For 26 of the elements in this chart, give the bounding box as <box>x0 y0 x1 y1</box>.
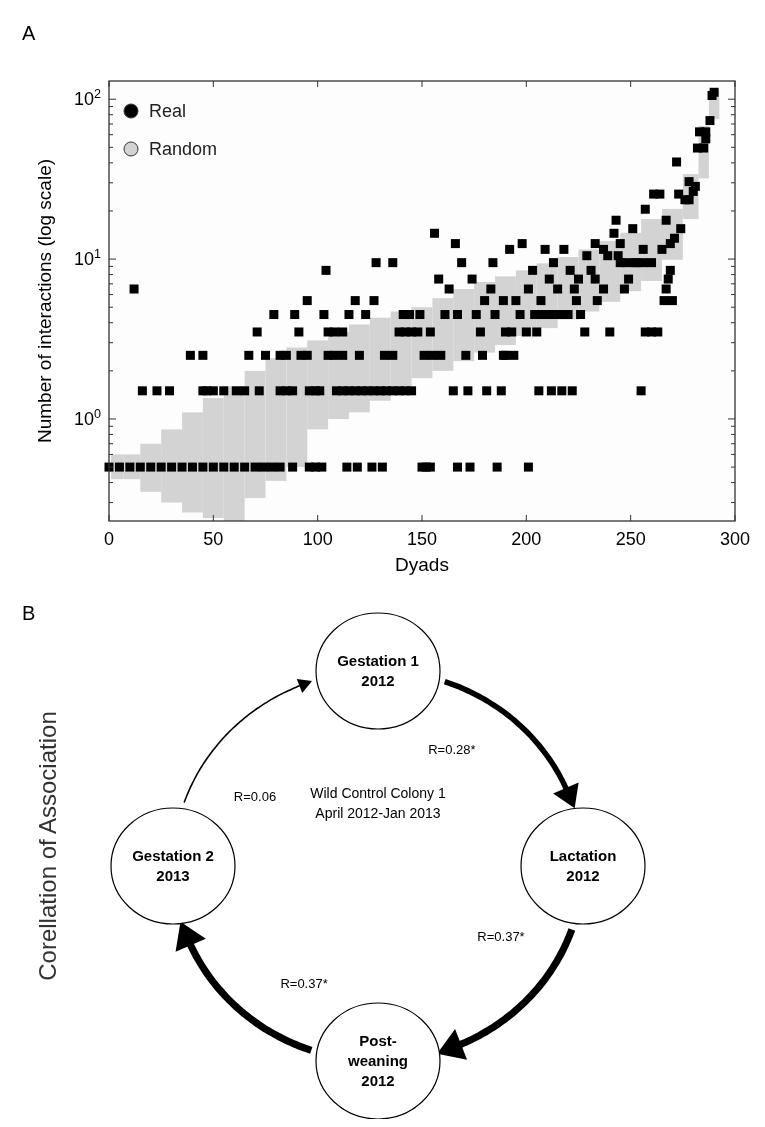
data-label: R=0.28* <box>428 742 476 757</box>
y-tick-label: 10$^{2}$ <box>73 87 101 110</box>
x-axis-title: Dyads <box>395 554 449 575</box>
category-label: Post- weaning 2012 <box>346 1032 409 1089</box>
y-tick-label: 10$^{1}$ <box>73 247 101 270</box>
category-label: Gestation 2 2013 <box>132 847 214 884</box>
x-tick-label: 250 <box>615 529 646 549</box>
x-tick-label: 300 <box>719 529 751 549</box>
x-tick-label: 150 <box>406 529 438 549</box>
chart-title: A <box>22 22 36 44</box>
text: Corellation of Association <box>34 711 61 981</box>
y-tick-label: 10$^{0}$ <box>73 406 101 429</box>
x-tick-label: 100 <box>302 529 333 549</box>
data-label: R=0.37* <box>477 929 525 945</box>
category-label: Gestation 1 2012 <box>337 652 419 689</box>
x-tick-label: 0 <box>103 529 115 549</box>
legend-label: Real <box>149 101 187 121</box>
text: Wild Control Colony 1 April 2012-Jan 2013 <box>310 785 446 821</box>
x-tick-label: 200 <box>511 529 542 549</box>
data-label: R=0.37* <box>280 976 328 991</box>
text: B <box>22 602 36 624</box>
y-axis-title: Number of interactions (log scale) <box>34 158 55 444</box>
data-label: R=0.06 <box>233 788 277 804</box>
legend-label: Random <box>149 139 218 159</box>
category-label: Lactation 2012 <box>549 847 617 884</box>
x-tick-label: 50 <box>203 529 224 549</box>
